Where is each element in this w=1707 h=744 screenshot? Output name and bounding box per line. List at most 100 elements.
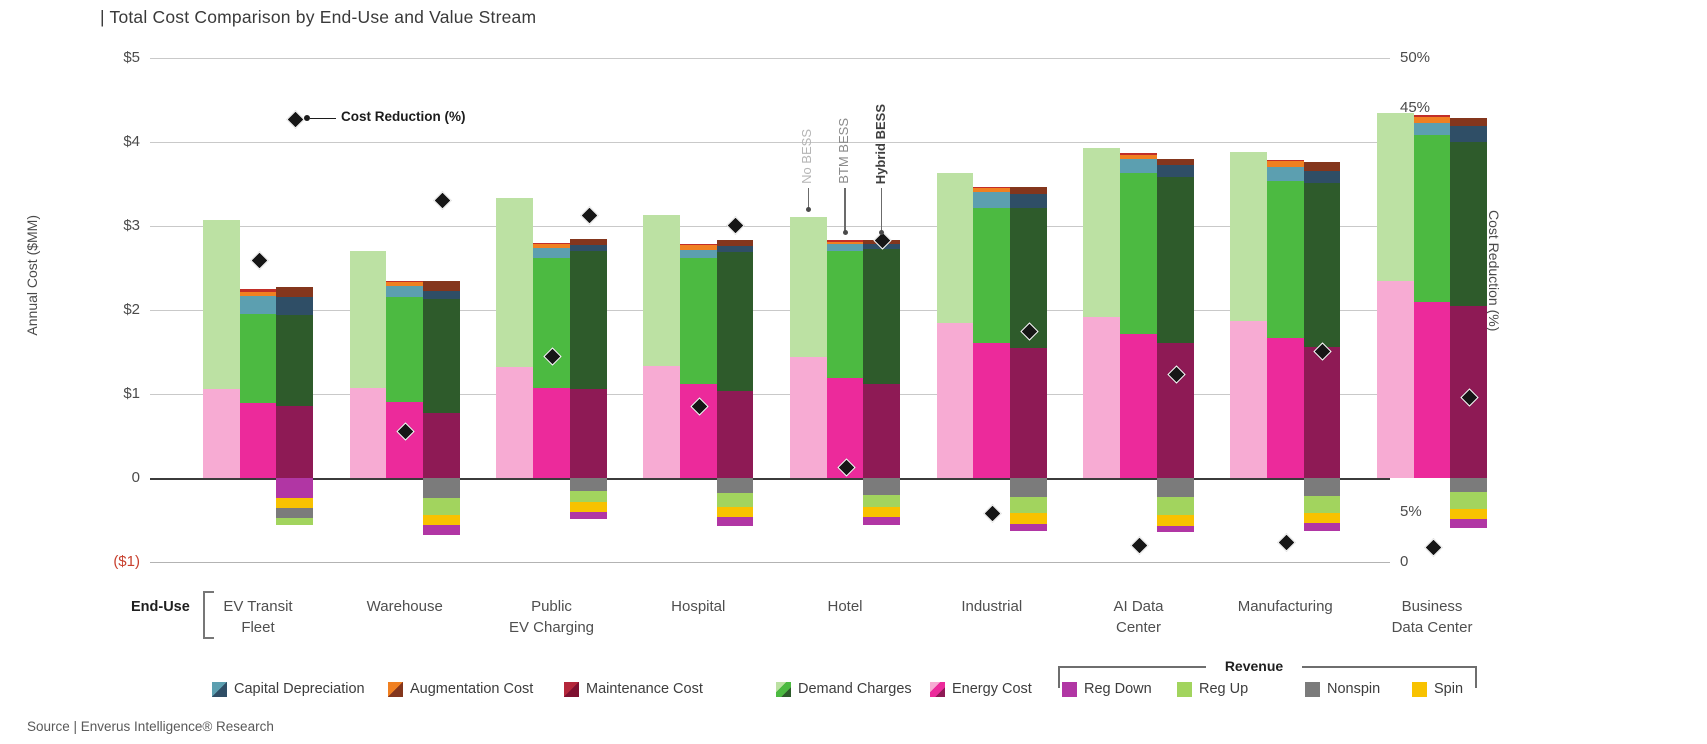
revenue-segment-spin: [1450, 509, 1488, 520]
bar-segment-demand_med: [1266, 180, 1304, 338]
bar-segment-energy_light: [1083, 316, 1121, 478]
bar-segment-demand_light: [1376, 112, 1414, 282]
revenue-segment-regup: [716, 493, 754, 507]
bar-segment-augment_med: [973, 188, 1011, 193]
bess-annotation-arrow-dot: [805, 206, 811, 212]
x-axis-category-label: EV Transit Fleet: [183, 596, 333, 638]
bar-segment-demand_dark: [1303, 183, 1341, 347]
legend-swatch-maintenance-cost: [564, 682, 579, 697]
cost-reduction-diamond: [726, 216, 746, 235]
revenue-segment-regup: [1010, 497, 1047, 514]
legend-swatch-spin: [1412, 682, 1427, 697]
revenue-segment-nonspin: [1303, 478, 1341, 497]
gridline: [150, 478, 1390, 480]
bar-segment-energy_light: [1230, 320, 1267, 478]
revenue-segment-regdown: [1303, 523, 1341, 531]
x-axis-label-line: Warehouse: [366, 598, 443, 615]
revenue-segment-nonspin: [863, 478, 901, 495]
bar-segment-energy_dark: [569, 388, 607, 478]
revenue-segment-regup: [423, 498, 460, 515]
revenue-bracket-line-right: [1302, 666, 1477, 668]
left-axis-tick-label: $1: [123, 385, 140, 402]
revenue-segment-nonspin: [276, 508, 314, 519]
x-axis-category-label: Industrial: [917, 596, 1067, 617]
cost-reduction-callout-dot: [304, 115, 310, 122]
x-axis-label-line: Business: [1401, 598, 1463, 615]
bar-segment-capdep_med: [386, 285, 424, 298]
bar-segment-demand_light: [496, 198, 534, 368]
bar-segment-capdep_med: [826, 244, 864, 252]
bar-segment-capdep_dark: [276, 297, 314, 316]
bar-segment-demand_light: [349, 251, 387, 389]
bess-annotation-line: [807, 188, 810, 208]
legend-label: Capital Depreciation: [234, 681, 365, 697]
source-attribution: Source | Enverus Intelligence® Research: [27, 719, 274, 734]
revenue-segment-regdown: [716, 517, 754, 526]
revenue-segment-spin: [863, 507, 901, 518]
left-axis-tick-label: $4: [123, 133, 140, 150]
right-axis-tick-label: 45%: [1400, 99, 1431, 117]
bar-segment-augment_med: [533, 244, 570, 248]
left-axis-tick-label: $5: [123, 49, 140, 66]
bess-annotation-line: [880, 188, 883, 232]
cost-reduction-diamond: [983, 504, 1002, 523]
legend-label: Reg Up: [1199, 681, 1249, 697]
revenue-segment-spin: [569, 502, 607, 513]
revenue-segment-nonspin: [716, 478, 754, 494]
page-title: | Total Cost Comparison by End-Use and V…: [100, 7, 537, 27]
bar-segment-maint_med: [1266, 159, 1304, 162]
bar-segment-capdep_dark: [1303, 171, 1341, 184]
bar-segment-augment_med: [679, 245, 717, 250]
bar-segment-energy_dark: [716, 390, 754, 478]
bar-segment-maint_med: [1120, 152, 1157, 155]
cost-reduction-diamond: [1277, 533, 1296, 553]
revenue-segment-nonspin: [1156, 478, 1194, 498]
revenue-bracket-tick-left: [1058, 666, 1060, 688]
x-axis-category-label: Hospital: [623, 596, 773, 617]
bar-segment-demand_dark: [569, 251, 607, 389]
legend-label: Nonspin: [1327, 681, 1381, 697]
bar-segment-demand_med: [533, 257, 570, 389]
legend-label: Reg Down: [1084, 681, 1152, 697]
x-axis-label-line: Hospital: [671, 598, 726, 615]
revenue-segment-nonspin: [1010, 478, 1047, 498]
left-axis-tick-label: ($1): [113, 553, 140, 570]
revenue-segment-regup: [863, 494, 901, 508]
bar-segment-augment_dark: [276, 287, 314, 298]
bar-segment-energy_dark: [276, 405, 314, 478]
bar-segment-augment_dark: [423, 281, 460, 291]
cost-reduction-callout-line: [310, 117, 336, 120]
bar-segment-capdep_med: [973, 192, 1011, 208]
legend-swatch-reg-up: [1177, 682, 1192, 697]
bar-segment-capdep_med: [1120, 158, 1157, 174]
revenue-segment-nonspin: [569, 478, 607, 491]
revenue-segment-spin: [276, 498, 314, 509]
bar-segment-demand_med: [679, 257, 717, 384]
bar-segment-demand_light: [643, 215, 680, 367]
bar-segment-energy_dark: [1303, 346, 1341, 478]
right-axis-tick-label: 50%: [1400, 49, 1431, 66]
gridline: [150, 562, 1390, 563]
x-axis-label-line: EV Charging: [508, 619, 595, 636]
bar-segment-capdep_dark: [569, 245, 607, 252]
bar-segment-maint_med: [973, 186, 1011, 189]
x-axis-label-line: AI Data: [1113, 598, 1164, 615]
bar-segment-augment_dark: [1010, 187, 1047, 195]
bar-segment-capdep_med: [533, 247, 570, 258]
revenue-segment-regdown: [276, 478, 314, 499]
legend-swatch-energy-cost: [930, 682, 945, 697]
revenue-segment-regdown: [423, 525, 460, 536]
gridline: [150, 58, 1390, 59]
bar-segment-demand_light: [1083, 147, 1121, 317]
bar-segment-capdep_dark: [1450, 126, 1488, 142]
revenue-segment-regup: [1450, 492, 1488, 510]
cost-reduction-diamond: [1130, 536, 1149, 556]
revenue-segment-regdown: [1010, 524, 1047, 531]
legend-swatch-reg-down: [1062, 682, 1077, 697]
revenue-segment-regdown: [863, 517, 901, 526]
legend-swatch-capital-depreciation: [212, 682, 227, 697]
x-axis-category-label: AI Data Center: [1064, 596, 1214, 638]
revenue-segment-regdown: [1450, 519, 1488, 528]
bar-segment-energy_light: [643, 366, 680, 478]
revenue-segment-spin: [423, 514, 460, 526]
